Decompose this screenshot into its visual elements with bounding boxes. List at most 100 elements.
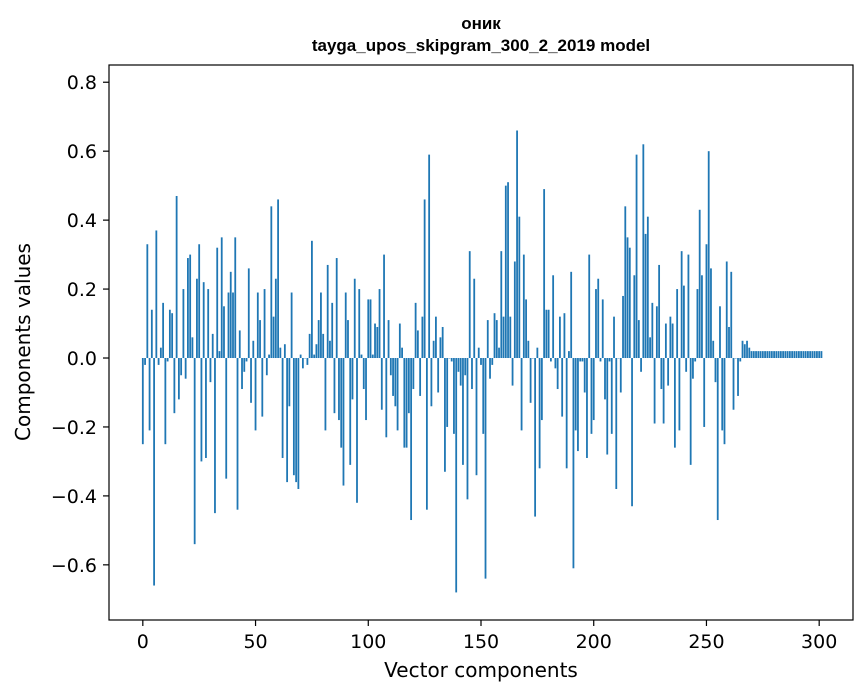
bar-80 [322, 333, 325, 359]
bar-106 [380, 358, 383, 410]
bar-2 [146, 244, 149, 359]
bar-39 [229, 271, 232, 359]
bar-54 [263, 289, 266, 359]
x-tick-label: 0 [137, 631, 149, 653]
bar-166 [516, 130, 518, 359]
bar-6 [155, 230, 158, 359]
bar-279 [770, 351, 773, 359]
bar-34 [218, 351, 221, 359]
bar-253 [712, 340, 715, 359]
bar-216 [628, 247, 631, 359]
bar-111 [392, 358, 394, 396]
bar-257 [721, 358, 724, 431]
bar-175 [536, 347, 539, 359]
bar-243 [689, 358, 692, 465]
bar-174 [534, 358, 537, 517]
bar-60 [277, 199, 279, 359]
y-tick-label: 0.8 [67, 72, 97, 94]
bar-25 [198, 244, 201, 359]
bar-161 [504, 185, 507, 359]
bar-272 [755, 351, 757, 359]
bar-108 [385, 358, 388, 438]
bar-30 [209, 358, 212, 383]
bar-221 [640, 358, 642, 372]
bar-116 [403, 358, 406, 448]
bar-283 [779, 351, 782, 359]
bar-242 [687, 254, 690, 359]
bar-128 [430, 358, 433, 407]
bar-233 [667, 358, 670, 386]
y-tick-label: −0.4 [51, 486, 97, 508]
bar-110 [389, 358, 392, 376]
bar-127 [428, 154, 431, 359]
bar-64 [286, 358, 289, 483]
bar-156 [493, 313, 496, 359]
bar-65 [288, 358, 291, 407]
bar-188 [565, 358, 568, 469]
bar-215 [626, 237, 629, 359]
bar-220 [637, 320, 640, 359]
bar-5 [153, 358, 155, 586]
bar-28 [205, 358, 207, 458]
bar-31 [211, 333, 214, 359]
bar-137 [450, 358, 453, 362]
bar-92 [349, 358, 352, 465]
bar-8 [159, 347, 162, 359]
x-tick-label: 150 [463, 631, 499, 653]
bar-280 [773, 351, 775, 359]
bar-104 [376, 326, 379, 359]
bar-7 [157, 358, 160, 365]
bar-194 [579, 358, 582, 362]
bar-81 [324, 358, 327, 431]
bar-289 [793, 351, 796, 359]
bar-172 [529, 358, 532, 403]
bar-122 [416, 330, 419, 359]
chart-title: оник [461, 14, 501, 33]
bar-101 [369, 299, 372, 359]
bar-32 [214, 358, 216, 514]
bar-248 [701, 275, 703, 359]
bar-267 [743, 344, 746, 359]
bar-52 [259, 320, 261, 359]
bar-20 [187, 258, 189, 359]
plot-area-frame [108, 64, 854, 621]
bar-190 [570, 271, 573, 359]
bar-99 [365, 358, 367, 421]
bar-159 [500, 251, 503, 359]
bar-284 [782, 351, 785, 359]
bar-109 [387, 320, 390, 359]
bar-285 [784, 351, 787, 359]
bar-90 [344, 292, 347, 359]
bar-214 [624, 206, 627, 359]
bar-255 [716, 358, 719, 521]
bar-165 [513, 261, 516, 359]
bar-14 [173, 358, 176, 414]
bar-55 [265, 358, 268, 376]
bar-98 [362, 358, 365, 390]
x-tick-label: 50 [243, 631, 267, 653]
bar-217 [631, 358, 633, 507]
bar-134 [444, 358, 446, 472]
bar-33 [216, 247, 219, 359]
bar-163 [509, 316, 512, 359]
bar-158 [498, 347, 500, 359]
bar-286 [786, 351, 789, 359]
bar-281 [775, 351, 778, 359]
bar-61 [279, 347, 282, 359]
bar-168 [520, 358, 523, 431]
bar-140 [457, 358, 460, 372]
x-tick-label: 300 [801, 631, 837, 653]
bar-151 [482, 358, 485, 434]
bar-191 [572, 358, 575, 569]
bar-53 [261, 358, 264, 417]
y-axis-label: Components values [11, 243, 35, 441]
bar-15 [175, 195, 178, 359]
bar-114 [398, 323, 401, 359]
bar-43 [238, 330, 241, 359]
bar-107 [383, 254, 385, 359]
bar-241 [685, 358, 688, 372]
bar-76 [313, 354, 316, 359]
bar-238 [678, 358, 681, 431]
bar-0 [141, 358, 144, 445]
x-axis-ticks: 0 50 100 150 200 250 300 [137, 620, 837, 653]
